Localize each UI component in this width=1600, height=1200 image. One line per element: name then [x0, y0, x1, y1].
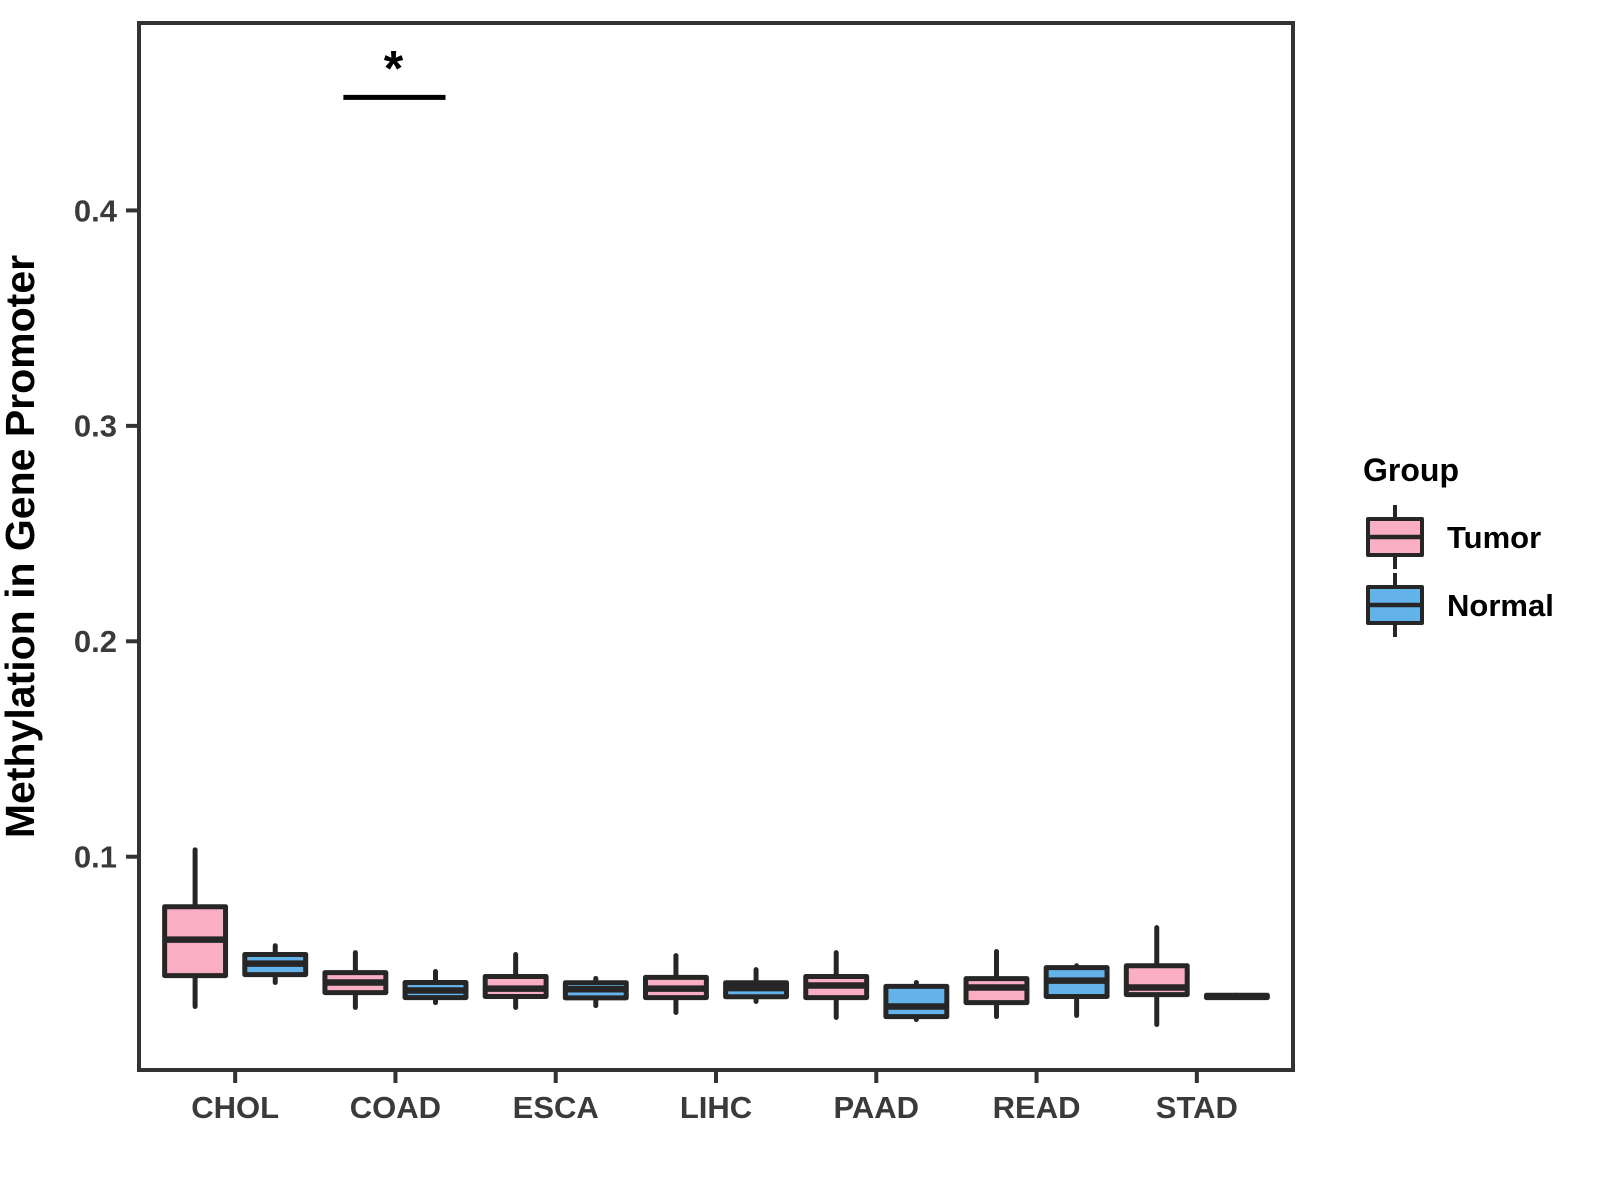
boxplot-normal-esca [562, 975, 629, 1009]
boxplot-normal-paad [883, 980, 950, 1023]
boxplot-tumor-read [963, 949, 1030, 1020]
significance-star: * [384, 40, 404, 96]
x-tick-label-coad: COAD [350, 1090, 441, 1125]
boxplot-tumor-coad [322, 950, 389, 1011]
box-normal-paad [883, 983, 950, 1020]
boxplot-tumor-chol [162, 847, 229, 1009]
boxplot-normal-chol [242, 943, 309, 986]
x-tick-label-stad: STAD [1156, 1090, 1238, 1125]
x-tick-label-read: READ [993, 1090, 1081, 1125]
boxplot-normal-coad [402, 969, 469, 1006]
boxplot-tumor-paad [803, 950, 870, 1020]
boxplot-tumor-lihc [642, 953, 709, 1015]
plot-panel-border [137, 21, 1295, 1072]
legend-label-normal: Normal [1447, 588, 1554, 623]
boxplot-normal-stad [1203, 992, 1270, 1001]
legend-label-tumor: Tumor [1447, 520, 1541, 555]
x-tick-label-esca: ESCA [513, 1090, 599, 1125]
legend-title: Group [1363, 452, 1459, 488]
y-tick-label: 0.1 [74, 840, 117, 875]
legend-key-normal [1366, 573, 1424, 637]
x-tick-label-lihc: LIHC [680, 1090, 752, 1125]
y-axis-title: Methylation in Gene Promoter [0, 255, 43, 838]
legend-key-tumor [1366, 505, 1424, 569]
boxplot-tumor-esca [482, 952, 549, 1011]
y-tick-label: 0.4 [74, 193, 118, 228]
boxplot-tumor-stad [1123, 925, 1190, 1028]
y-tick-label: 0.3 [74, 409, 117, 444]
boxplot-normal-lihc [723, 967, 790, 1004]
boxplot-normal-read [1043, 963, 1110, 1018]
x-tick-label-chol: CHOL [191, 1090, 279, 1125]
y-tick-label: 0.2 [74, 624, 117, 659]
x-tick-label-paad: PAAD [834, 1090, 920, 1125]
